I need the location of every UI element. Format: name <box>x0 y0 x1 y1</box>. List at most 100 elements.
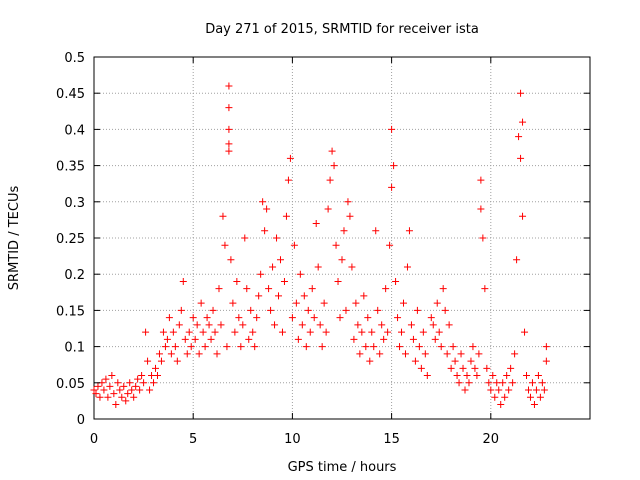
data-point <box>457 350 465 358</box>
data-point <box>296 270 304 278</box>
data-point <box>368 328 376 336</box>
data-point <box>181 335 189 343</box>
data-point <box>136 386 144 394</box>
data-point <box>175 321 183 329</box>
data-point <box>140 379 148 387</box>
data-point <box>153 372 161 380</box>
x-tick-label: 5 <box>189 432 197 447</box>
data-point <box>284 176 292 184</box>
data-point <box>286 154 294 162</box>
y-tick-label: 0 <box>77 413 85 428</box>
data-point <box>437 343 445 351</box>
data-point <box>191 335 199 343</box>
data-point <box>278 328 286 336</box>
data-point <box>261 227 269 235</box>
data-point <box>517 89 525 97</box>
data-point <box>481 285 489 293</box>
data-point <box>263 205 271 213</box>
data-point <box>530 401 538 409</box>
data-point <box>376 350 384 358</box>
data-point <box>433 299 441 307</box>
data-point <box>150 379 158 387</box>
data-point <box>225 82 233 90</box>
data-point <box>326 176 334 184</box>
data-point <box>128 386 136 394</box>
data-point <box>90 386 98 394</box>
data-point <box>227 256 235 264</box>
data-point <box>146 386 154 394</box>
data-point <box>122 397 130 405</box>
data-point <box>431 335 439 343</box>
data-point <box>253 314 261 322</box>
data-point <box>330 162 338 170</box>
data-point <box>465 379 473 387</box>
data-point <box>346 212 354 220</box>
data-point <box>463 372 471 380</box>
x-tick-label: 20 <box>483 432 500 447</box>
data-point <box>477 176 485 184</box>
data-point <box>177 306 185 314</box>
data-point <box>251 343 259 351</box>
data-point <box>314 263 322 271</box>
data-point <box>505 386 513 394</box>
data-point <box>372 227 380 235</box>
data-point <box>257 270 265 278</box>
data-point <box>445 321 453 329</box>
data-point <box>358 328 366 336</box>
data-point <box>205 321 213 329</box>
grid-lines <box>94 57 590 419</box>
data-point <box>197 299 205 307</box>
data-point <box>231 328 239 336</box>
data-point <box>390 162 398 170</box>
data-point <box>350 335 358 343</box>
data-point <box>322 328 330 336</box>
data-point <box>316 321 324 329</box>
data-point <box>344 198 352 206</box>
data-point <box>483 364 491 372</box>
data-point <box>243 285 251 293</box>
data-point <box>429 321 437 329</box>
data-point <box>415 343 423 351</box>
data-point <box>378 321 386 329</box>
data-point <box>225 104 233 112</box>
data-point <box>340 227 348 235</box>
data-point <box>193 321 201 329</box>
data-point <box>366 357 374 365</box>
data-point <box>235 314 243 322</box>
data-point <box>382 285 390 293</box>
data-point <box>134 375 142 383</box>
data-point <box>229 299 237 307</box>
data-point <box>282 212 290 220</box>
data-point <box>421 350 429 358</box>
data-point <box>417 364 425 372</box>
data-point <box>126 379 134 387</box>
data-point <box>542 343 550 351</box>
data-point <box>120 382 128 390</box>
y-tick-label: 0.1 <box>64 341 85 356</box>
data-point <box>203 314 211 322</box>
data-point <box>132 382 140 390</box>
x-axis-label: GPS time / hours <box>288 460 397 475</box>
data-point <box>112 401 120 409</box>
data-point <box>487 386 495 394</box>
data-point <box>290 241 298 249</box>
data-point <box>392 277 400 285</box>
data-point <box>471 364 479 372</box>
data-point <box>110 390 118 398</box>
data-point <box>388 125 396 133</box>
data-point <box>473 372 481 380</box>
data-point <box>413 306 421 314</box>
data-point <box>312 220 320 228</box>
data-point <box>273 234 281 242</box>
data-point <box>165 314 173 322</box>
data-point <box>185 328 193 336</box>
plot-frame <box>93 56 591 420</box>
data-point <box>324 205 332 213</box>
data-point <box>356 350 364 358</box>
data-point <box>304 306 312 314</box>
data-point <box>138 372 146 380</box>
data-point <box>540 386 548 394</box>
data-point <box>171 343 179 351</box>
data-point <box>524 386 532 394</box>
data-point <box>255 292 263 300</box>
